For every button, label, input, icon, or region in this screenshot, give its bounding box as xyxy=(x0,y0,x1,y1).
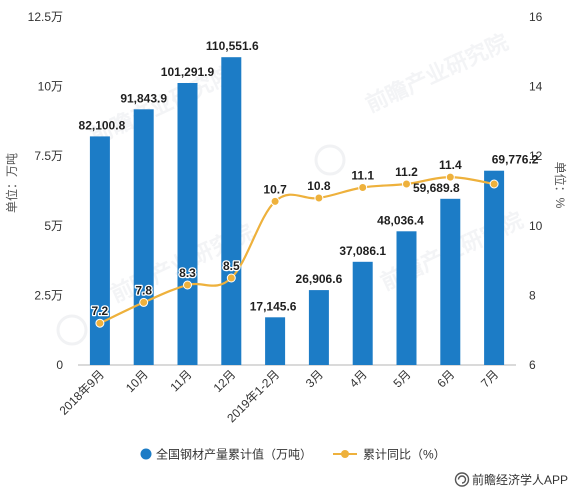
yoy-growth-point-4 xyxy=(270,196,280,206)
production-bar-8 xyxy=(440,198,461,365)
x-tick-label-8: 6月 xyxy=(434,367,457,390)
yoy-growth-point-7 xyxy=(402,179,411,189)
y-right-tick-label-3: 12 xyxy=(529,149,543,163)
qianzhan-logo-icon xyxy=(454,472,470,487)
bar-value-label-7: 48,036.4 xyxy=(377,213,424,227)
bar-value-label-4: 17,145.6 xyxy=(250,299,297,313)
yoy-value-label-5: 10.8 xyxy=(307,179,331,193)
y-right-tick-label-4: 14 xyxy=(529,80,543,94)
yoy-value-label-6: 11.1 xyxy=(351,169,374,183)
x-tick-label-9: 7月 xyxy=(478,367,501,390)
yoy-growth-point-9 xyxy=(489,179,499,189)
yoy-growth-point-1 xyxy=(139,297,149,307)
yoy-growth-point-6 xyxy=(358,183,368,192)
watermark-logo-icon xyxy=(314,144,346,176)
production-bar-3 xyxy=(221,57,242,365)
yoy-growth-point-8 xyxy=(445,172,455,182)
y-left-tick-label-0: 0 xyxy=(56,358,63,372)
y-right-tick-label-5: 16 xyxy=(529,10,543,24)
production-bar-0 xyxy=(89,136,110,365)
y-right-tick-label-1: 8 xyxy=(529,288,536,302)
y-left-tick-label-2: 5万 xyxy=(44,219,63,233)
legend: 全国钢材产量累计值（万吨） 累计同比（%） xyxy=(140,447,446,462)
yoy-value-label-3: 8.5 xyxy=(223,259,240,273)
yoy-value-label-4: 10.7 xyxy=(263,182,287,196)
x-tick-label-0: 2018年9月 xyxy=(57,367,107,417)
source-credit: 前瞻经济学人APP xyxy=(454,472,568,487)
yoy-growth-point-2 xyxy=(183,280,192,290)
production-bar-9 xyxy=(484,170,505,365)
y-left-tick-label-1: 2.5万 xyxy=(34,288,63,302)
production-bar-2 xyxy=(177,83,198,365)
source-credit-text: 前瞻经济学人APP xyxy=(472,472,568,487)
bar-value-label-1: 91,843.9 xyxy=(120,91,167,105)
legend-line-marker-icon xyxy=(341,450,349,458)
x-tick-label-6: 4月 xyxy=(347,367,370,390)
legend-label-yoy: 累计同比（%） xyxy=(363,448,446,462)
bar-value-label-6: 37,086.1 xyxy=(339,244,386,258)
y-left-axis-title: 单位：万吨 xyxy=(4,153,19,213)
production-bar-5 xyxy=(308,290,329,365)
yoy-value-label-1: 7.8 xyxy=(135,283,152,297)
y-right-axis-title: 单位：% xyxy=(553,162,568,209)
bar-value-label-3: 110,551.6 xyxy=(206,39,259,53)
production-bar-7 xyxy=(396,231,417,365)
yoy-value-label-7: 11.2 xyxy=(395,165,418,179)
x-tick-label-7: 5月 xyxy=(391,367,414,390)
bar-value-label-5: 26,906.6 xyxy=(296,272,343,286)
yoy-growth-point-0 xyxy=(95,318,105,328)
watermark-text: 前瞻产业研究院 xyxy=(362,29,512,117)
y-left-tick-label-3: 7.5万 xyxy=(34,149,63,163)
y-right-tick-label-2: 10 xyxy=(529,219,543,233)
legend-label-production: 全国钢材产量累计值（万吨） xyxy=(156,447,312,462)
bar-value-label-2: 101,291.9 xyxy=(161,65,215,79)
y-left-tick-label-5: 12.5万 xyxy=(28,10,63,24)
yoy-value-label-8: 11.4 xyxy=(439,158,462,172)
bar-value-label-8: 59,689.8 xyxy=(413,181,460,195)
x-tick-label-3: 12月 xyxy=(211,367,239,395)
production-bar-4 xyxy=(265,317,286,365)
production-bar-1 xyxy=(133,109,154,365)
yoy-value-label-0: 7.2 xyxy=(92,304,109,318)
production-bar-6 xyxy=(352,261,373,365)
yoy-growth-point-3 xyxy=(226,273,236,283)
x-tick-label-5: 3月 xyxy=(303,367,326,390)
yoy-growth-point-5 xyxy=(314,193,324,203)
yoy-growth-line xyxy=(99,175,495,325)
y-left-tick-label-4: 10万 xyxy=(38,80,63,94)
legend-item-yoy: 累计同比（%） xyxy=(333,448,446,462)
chart-marks: 0 2.5万 5万 7.5万 10万 12.5万 6 8 10 12 14 16 2018年9月 10月 1… xyxy=(28,10,543,425)
y-right-tick-label-0: 6 xyxy=(529,358,536,372)
legend-item-production: 全国钢材产量累计值（万吨） xyxy=(140,447,312,462)
watermark-logo-icon xyxy=(56,314,88,346)
x-tick-label-1: 10月 xyxy=(123,367,151,395)
yoy-value-label-2: 8.3 xyxy=(179,266,196,280)
x-tick-label-2: 11月 xyxy=(167,367,194,394)
bar-value-label-0: 82,100.8 xyxy=(79,118,126,132)
bar-value-label-9: 69,776.2 xyxy=(492,153,539,167)
legend-bar-swatch-icon xyxy=(140,448,152,460)
